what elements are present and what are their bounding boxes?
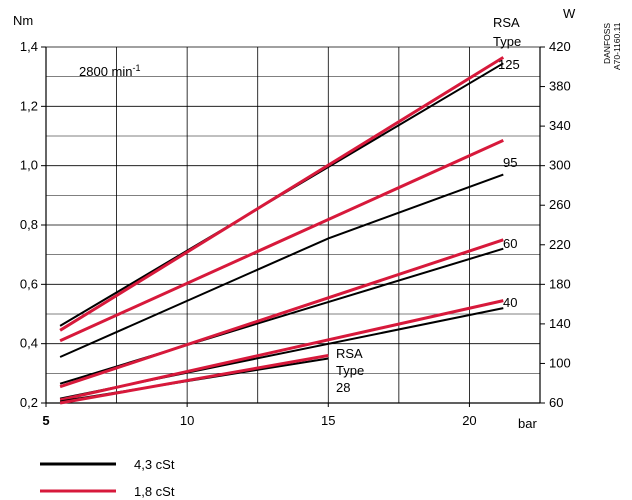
y-right-tick-label: 420 [549,39,571,54]
series-line-95-red [59,139,504,343]
y-right-axis-label: W [563,6,576,21]
y-right-tick-label: 260 [549,197,571,212]
y-right-tick-label: 220 [549,237,571,252]
figure-code-line2: A70-1160.11 [612,22,622,70]
series-line-95-black [59,173,504,358]
y-right-tick-label: 180 [549,276,571,291]
speed-label-text: 2800 min [79,64,132,79]
series-line-60-red [59,238,504,389]
y-left-tick-label: 0,2 [20,395,38,410]
y-left-axis-label: Nm [13,13,33,28]
y-left-tick-label: 0,4 [20,336,38,351]
series-line-40-red [59,299,504,402]
series-line-28-red [59,354,329,405]
y-left-tick-label: 0,8 [20,217,38,232]
x-tick-label: 10 [180,413,194,428]
speed-label: 2800 min-1 [79,63,141,79]
annotation-95: 95 [503,155,517,170]
annotation-60: 60 [503,236,517,251]
annotation-40: 40 [503,295,517,310]
legend-label-red: 1,8 cSt [134,484,175,499]
annotation-28: 28 [336,380,350,395]
y-right-tick-label: 100 [549,355,571,370]
x-axis-label: bar [518,416,537,431]
grid [46,46,540,403]
series-layer [59,56,505,405]
annotation-rsa-top: RSA [493,15,520,30]
y-left-tick-label: 0,6 [20,276,38,291]
y-left-tick-label: 1,2 [20,98,38,113]
x-tick-label: 20 [462,413,476,428]
figure-code-line1: DANFOSS [602,23,612,64]
y-left-tick-label: 1,0 [20,158,38,173]
speed-label-exponent: -1 [132,63,140,73]
annotation-rsa-bottom: RSA [336,346,363,361]
y-left-tick-label: 1,4 [20,39,38,54]
axes: 0,2 0,4 0,6 0,8 1,0 1,2 1,4 60 100 140 180 220 260 30… [20,39,571,428]
y-right-tick-label: 380 [549,79,571,94]
y-right-tick-label: 60 [549,395,563,410]
y-right-tick-label: 300 [549,158,571,173]
annotation-125: 125 [498,57,520,72]
series-line-125-red [59,56,505,332]
x-tick-label: 5 [42,413,49,428]
y-right-tick-label: 340 [549,118,571,133]
annotation-type-bottom: Type [336,363,364,378]
y-right-tick-label: 140 [549,316,571,331]
x-tick-label: 15 [321,413,335,428]
annotation-type-top: Type [493,34,521,49]
legend-label-black: 4,3 cSt [134,457,175,472]
